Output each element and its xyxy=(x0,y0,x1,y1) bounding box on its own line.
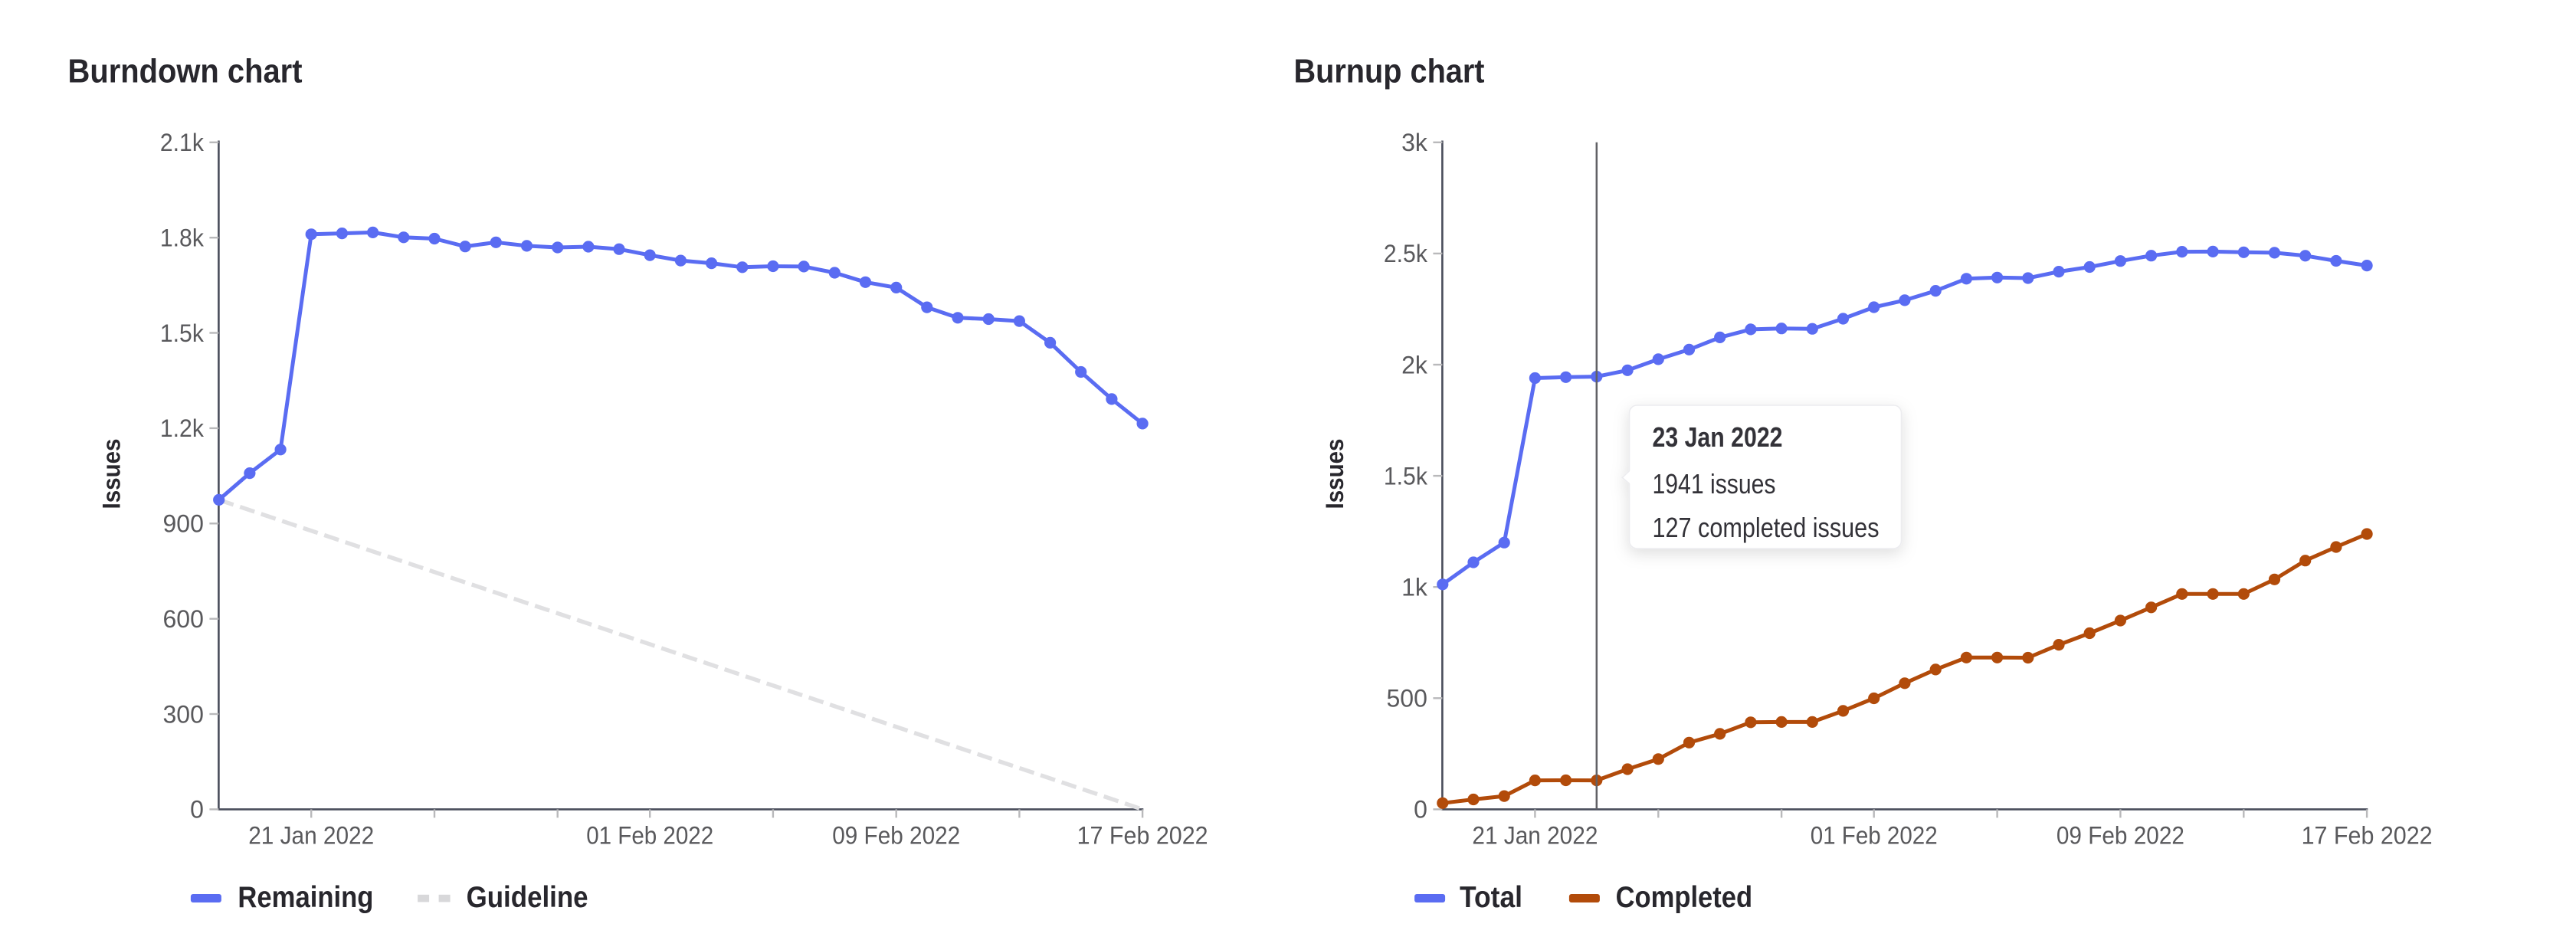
svg-text:17 Feb 2022: 17 Feb 2022 xyxy=(2302,821,2433,849)
svg-text:21 Jan 2022: 21 Jan 2022 xyxy=(248,821,374,849)
svg-text:1.5k: 1.5k xyxy=(1384,462,1428,490)
svg-text:1k: 1k xyxy=(1401,574,1428,601)
svg-text:09 Feb 2022: 09 Feb 2022 xyxy=(2057,821,2184,849)
svg-text:1.8k: 1.8k xyxy=(160,224,205,252)
svg-text:3k: 3k xyxy=(1401,129,1428,156)
svg-text:23 Jan 2022: 23 Jan 2022 xyxy=(1653,421,1783,453)
svg-text:1.2k: 1.2k xyxy=(160,414,205,442)
svg-text:Burndown chart: Burndown chart xyxy=(68,53,303,90)
svg-text:09 Feb 2022: 09 Feb 2022 xyxy=(832,821,960,849)
svg-text:17 Feb 2022: 17 Feb 2022 xyxy=(1077,821,1208,849)
svg-text:Issues: Issues xyxy=(98,439,126,509)
svg-text:1.5k: 1.5k xyxy=(160,319,205,347)
svg-text:Total: Total xyxy=(1460,881,1522,914)
svg-text:2k: 2k xyxy=(1401,351,1428,378)
svg-text:0: 0 xyxy=(1414,796,1427,824)
svg-text:1941 issues: 1941 issues xyxy=(1653,468,1776,500)
svg-text:01 Feb 2022: 01 Feb 2022 xyxy=(586,821,713,849)
svg-text:0: 0 xyxy=(190,796,204,824)
svg-text:01 Feb 2022: 01 Feb 2022 xyxy=(1811,821,1938,849)
svg-text:Completed: Completed xyxy=(1616,881,1753,914)
svg-text:2.5k: 2.5k xyxy=(1384,240,1428,267)
svg-text:600: 600 xyxy=(163,605,204,633)
svg-text:21 Jan 2022: 21 Jan 2022 xyxy=(1472,821,1598,849)
svg-text:500: 500 xyxy=(1387,685,1427,712)
svg-text:127 completed issues: 127 completed issues xyxy=(1653,512,1880,543)
svg-text:Burnup chart: Burnup chart xyxy=(1294,53,1485,90)
svg-text:900: 900 xyxy=(163,510,204,538)
svg-text:300: 300 xyxy=(163,700,204,728)
svg-text:Remaining: Remaining xyxy=(238,881,373,914)
svg-text:Guideline: Guideline xyxy=(467,881,588,914)
svg-text:Issues: Issues xyxy=(1321,439,1349,509)
svg-text:2.1k: 2.1k xyxy=(160,129,205,156)
